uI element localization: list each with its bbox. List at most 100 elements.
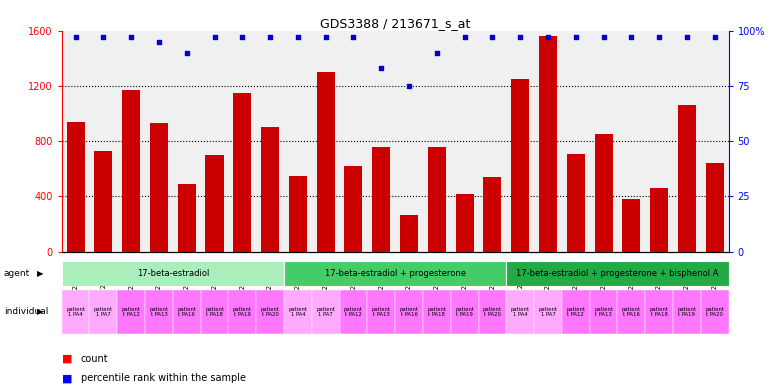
Bar	[66, 122, 85, 252]
Bar	[562, 290, 590, 334]
Text: patient
1 PA7: patient 1 PA7	[538, 306, 557, 318]
Bar	[534, 290, 562, 334]
Bar	[311, 290, 339, 334]
Text: patient
t PA12: patient t PA12	[344, 306, 363, 318]
Text: patient
t PA13: patient t PA13	[594, 306, 613, 318]
Text: patient
t PA18: patient t PA18	[205, 306, 224, 318]
Bar	[539, 36, 557, 252]
Text: count: count	[81, 354, 109, 364]
Text: patient
1 PA7: patient 1 PA7	[316, 306, 335, 318]
Point	[236, 34, 248, 40]
Bar	[284, 261, 507, 286]
Text: ▶: ▶	[37, 308, 43, 316]
Text: 17-beta-estradiol + progesterone + bisphenol A: 17-beta-estradiol + progesterone + bisph…	[517, 269, 719, 278]
Text: ■: ■	[62, 373, 72, 383]
Point	[347, 34, 359, 40]
Bar	[483, 177, 501, 252]
Bar	[89, 290, 117, 334]
Bar	[423, 290, 451, 334]
Bar	[261, 127, 279, 252]
Bar	[567, 154, 584, 252]
Text: patient
t PA16: patient t PA16	[622, 306, 641, 318]
Point	[598, 34, 610, 40]
Bar	[507, 290, 534, 334]
Point	[291, 34, 304, 40]
Bar	[701, 290, 729, 334]
Bar	[150, 123, 168, 252]
Point	[653, 34, 665, 40]
Bar	[284, 290, 311, 334]
Bar	[395, 290, 423, 334]
Bar	[62, 290, 89, 334]
Text: individual: individual	[4, 308, 49, 316]
Bar	[507, 261, 729, 286]
Point	[487, 34, 499, 40]
Text: agent: agent	[4, 269, 30, 278]
Point	[459, 34, 471, 40]
Bar	[145, 290, 173, 334]
Text: patient
t PA18: patient t PA18	[650, 306, 668, 318]
Point	[681, 34, 693, 40]
Bar	[62, 261, 284, 286]
Bar	[400, 215, 418, 252]
Bar	[650, 188, 668, 252]
Bar	[594, 134, 613, 252]
Bar	[317, 72, 335, 252]
Text: patient
t PA19: patient t PA19	[233, 306, 252, 318]
Text: patient
t PA20: patient t PA20	[705, 306, 724, 318]
Point	[542, 34, 554, 40]
Point	[403, 83, 416, 89]
Bar	[206, 155, 224, 252]
Text: percentile rank within the sample: percentile rank within the sample	[81, 373, 246, 383]
Bar	[678, 105, 696, 252]
Text: patient
t PA13: patient t PA13	[372, 306, 391, 318]
Text: 17-beta-estradiol + progesterone: 17-beta-estradiol + progesterone	[325, 269, 466, 278]
Text: patient
t PA20: patient t PA20	[261, 306, 280, 318]
Text: 17-beta-estradiol: 17-beta-estradiol	[136, 269, 209, 278]
Point	[69, 34, 82, 40]
Text: patient
t PA13: patient t PA13	[150, 306, 168, 318]
Text: patient
1 PA4: patient 1 PA4	[510, 306, 530, 318]
Bar	[511, 79, 529, 252]
Point	[97, 34, 109, 40]
Text: ▶: ▶	[37, 269, 43, 278]
Bar	[256, 290, 284, 334]
Bar	[234, 93, 251, 252]
Point	[180, 50, 193, 56]
Bar	[367, 290, 395, 334]
Bar	[618, 290, 645, 334]
Bar	[94, 151, 113, 252]
Bar	[200, 290, 228, 334]
Point	[570, 34, 582, 40]
Bar	[645, 290, 673, 334]
Bar	[228, 290, 256, 334]
Bar	[479, 290, 507, 334]
Text: patient
t PA12: patient t PA12	[566, 306, 585, 318]
Point	[208, 34, 221, 40]
Text: patient
t PA12: patient t PA12	[122, 306, 140, 318]
Text: patient
t PA18: patient t PA18	[427, 306, 446, 318]
Bar	[451, 290, 479, 334]
Point	[319, 34, 332, 40]
Bar	[289, 175, 307, 252]
Bar	[622, 199, 641, 252]
Text: ■: ■	[62, 354, 72, 364]
Bar	[705, 163, 724, 252]
Text: patient
t PA16: patient t PA16	[177, 306, 197, 318]
Point	[264, 34, 276, 40]
Point	[625, 34, 638, 40]
Bar	[173, 290, 200, 334]
Bar	[339, 290, 367, 334]
Bar	[428, 147, 446, 252]
Text: patient
t PA19: patient t PA19	[455, 306, 474, 318]
Bar	[117, 290, 145, 334]
Text: patient
1 PA4: patient 1 PA4	[288, 306, 308, 318]
Point	[514, 34, 527, 40]
Point	[709, 34, 721, 40]
Bar	[372, 147, 390, 252]
Text: patient
1 PA4: patient 1 PA4	[66, 306, 85, 318]
Point	[153, 39, 165, 45]
Text: patient
t PA20: patient t PA20	[483, 306, 502, 318]
Title: GDS3388 / 213671_s_at: GDS3388 / 213671_s_at	[320, 17, 470, 30]
Text: patient
1 PA7: patient 1 PA7	[94, 306, 113, 318]
